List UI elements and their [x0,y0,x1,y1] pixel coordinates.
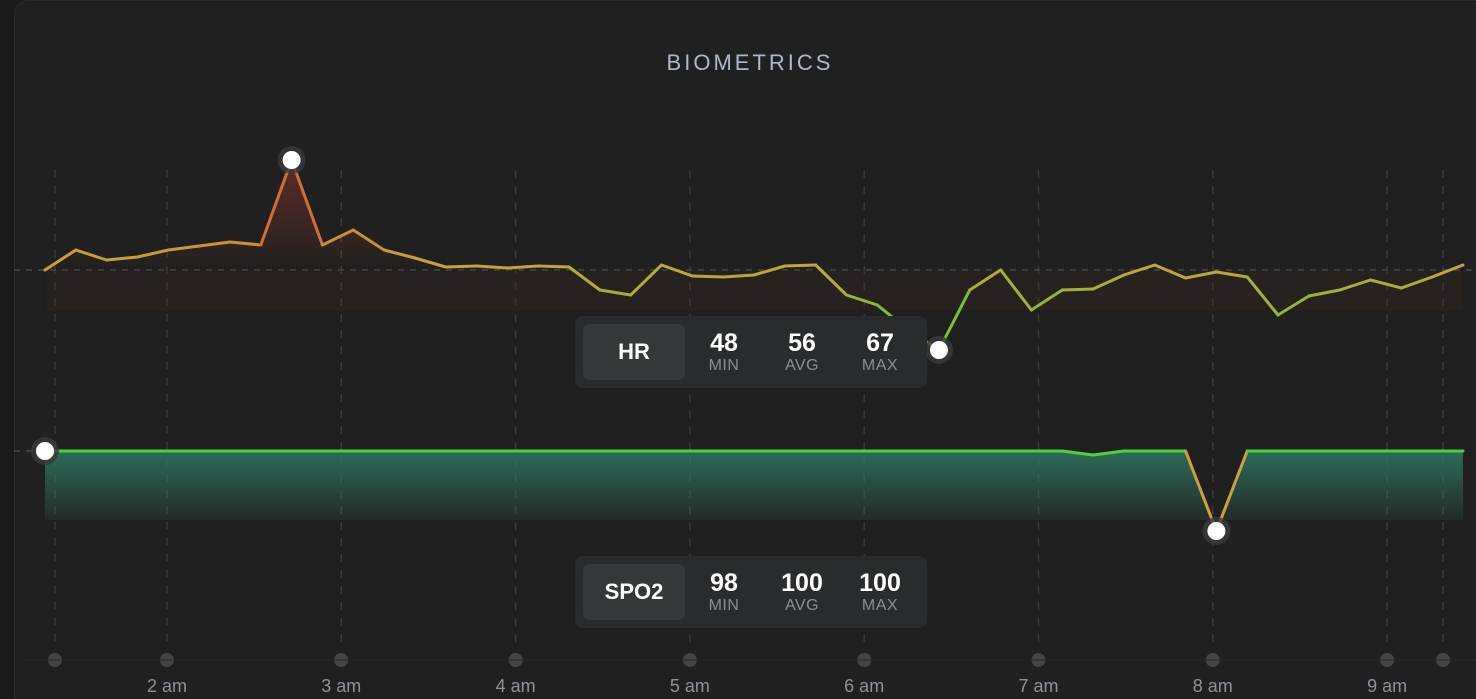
spo2-segment [1060,449,1095,457]
x-tick-label: 2 am [147,676,187,696]
spo2-max-label: MAX [861,597,899,614]
spo2-min-value: 98 [710,569,738,597]
x-tick-label: 6 am [844,676,884,696]
spo2-avg-value: 100 [781,569,823,597]
hr-segment [598,288,633,297]
spo2-segment [1184,449,1218,533]
hr-segment [320,228,355,247]
spo2-min-marker [1207,522,1226,540]
hr-segment [197,240,232,248]
hr-segment [1276,294,1311,317]
x-axis: 2 am 3 am 4 am 5 am 6 am 7 am 8 am 9 am [20,653,1476,696]
chart-title: BIOMETRICS [666,50,834,75]
hr-max-value: 67 [866,329,894,357]
hr-label: HR [583,324,685,380]
hr-segment [135,248,170,259]
spo2-series [43,449,1465,533]
hr-segment [74,248,109,262]
extreme-markers [31,146,1231,545]
hr-segment [999,268,1033,312]
hr-max: 67 MAX [841,329,919,375]
hr-segment [1369,278,1403,290]
x-tick-label: 3 am [321,676,361,696]
hr-avg-value: 56 [788,329,816,357]
hr-segment [43,248,78,272]
hr-segment [105,255,139,262]
spo2-area [45,451,1463,531]
hr-segment [1245,275,1280,317]
hr-segment [1214,270,1249,279]
hr-segment [844,293,879,307]
hr-segment [690,274,725,279]
x-tick-label: 8 am [1193,676,1233,696]
hr-avg: 56 AVG [763,329,841,375]
hr-area [45,160,1463,270]
hr-segment [536,264,571,269]
hr-min-marker [929,341,948,359]
hr-segment [660,263,694,278]
spo2-min: 98 MIN [685,569,763,615]
hr-segment [783,263,818,268]
hr-segment [166,244,201,252]
hr-segment [290,158,324,247]
hr-stats-card: HR 48 MIN 56 AVG 67 MAX [575,316,927,388]
hr-underglow [45,270,1463,310]
hr-segment [721,273,756,279]
hr-min-value: 48 [710,329,738,357]
hr-segment [752,264,787,277]
hr-segment [444,264,479,269]
x-tick-label: 7 am [1018,676,1058,696]
spo2-label: SPO2 [583,564,685,620]
hr-series [43,158,1465,352]
hr-segment [1029,288,1064,312]
hr-segment [1153,263,1188,280]
hr-segment [413,256,448,269]
hr-segment [1430,263,1465,279]
hr-segment [505,264,540,270]
spo2-max: 100 MAX [841,569,919,615]
spo2-segment [1214,449,1249,533]
spo2-avg-label: AVG [784,597,820,614]
x-tick-label: 4 am [496,676,536,696]
hr-segment [968,268,1003,292]
hr-segment [1307,288,1342,298]
spo2-segment [1091,449,1126,457]
hr-segment [814,263,848,297]
hr-segment [1399,275,1434,290]
hr-segment [1091,273,1126,291]
x-tick-label: 9 am [1367,676,1407,696]
hr-segment [567,265,602,292]
hr-segment [382,248,417,260]
spo2-max-value: 100 [859,569,901,597]
hr-min-label: MIN [708,357,740,374]
spo2-avg: 100 AVG [763,569,841,615]
spo2-min-label: MIN [708,597,740,614]
spo2-start-marker [36,442,54,460]
hr-max-marker [282,151,301,169]
x-tick-label: 5 am [670,676,710,696]
hr-segment [475,264,509,270]
hr-min: 48 MIN [685,329,763,375]
hr-segment [351,228,386,252]
hr-segment [259,158,294,247]
hr-segment [1184,270,1218,280]
hr-max-label: MAX [861,357,899,374]
hr-segment [1338,278,1373,292]
hr-segment [228,240,263,247]
hr-segment [629,263,664,297]
hr-segment [1060,287,1095,292]
hr-segment [1122,263,1157,277]
spo2-stats-card: SPO2 98 MIN 100 AVG 100 MAX [575,556,927,628]
hr-avg-label: AVG [784,357,820,374]
